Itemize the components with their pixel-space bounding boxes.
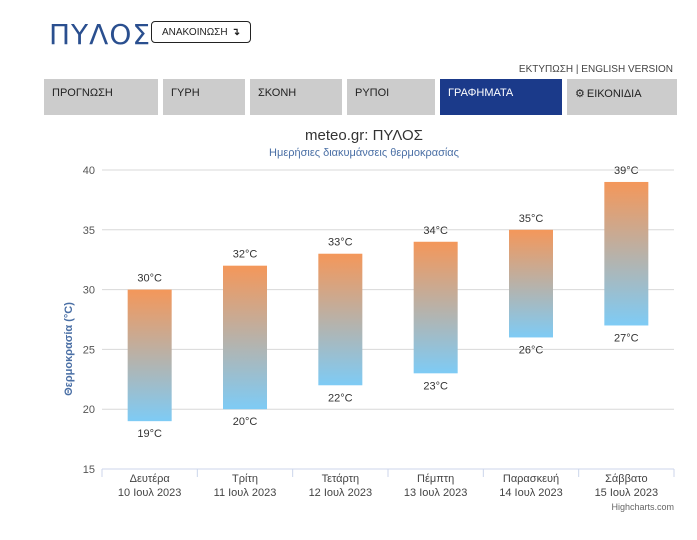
x-tick-day: Δευτέρα bbox=[130, 473, 171, 485]
top-links: ΕΚΤΥΠΩΣΗ | ENGLISH VERSION bbox=[519, 64, 673, 75]
x-tick-day: Σάββατο bbox=[605, 473, 647, 485]
y-tick-label: 25 bbox=[83, 344, 95, 356]
x-tick-date: 15 Ιουλ 2023 bbox=[595, 487, 659, 499]
x-tick-date: 14 Ιουλ 2023 bbox=[499, 487, 563, 499]
low-temp-label: 27°C bbox=[614, 332, 639, 344]
arrow-down-icon: ↴ bbox=[231, 27, 240, 38]
tab-label: ΓΡΑΦΗΜΑΤΑ bbox=[448, 87, 514, 99]
x-tick-date: 10 Ιουλ 2023 bbox=[118, 487, 182, 499]
page-title: ΠΥΛΟΣ bbox=[49, 18, 152, 51]
tab-forecast[interactable]: ΠΡΟΓΝΩΣΗ bbox=[44, 79, 158, 115]
tab-icons[interactable]: ⚙ ΕΙΚΟΝΙΔΙΑ bbox=[567, 79, 677, 115]
high-temp-label: 33°C bbox=[328, 237, 353, 249]
y-tick-label: 40 bbox=[83, 165, 95, 177]
x-tick-date: 11 Ιουλ 2023 bbox=[214, 487, 277, 499]
temperature-bar[interactable] bbox=[413, 241, 458, 374]
bars bbox=[127, 181, 649, 422]
low-temp-label: 19°C bbox=[137, 428, 162, 440]
chart-subtitle: Ημερήσιες διακυμάνσεις θερμοκρασίας bbox=[269, 147, 459, 159]
x-tick-date: 12 Ιουλ 2023 bbox=[309, 487, 373, 499]
y-tick-label: 15 bbox=[83, 464, 95, 476]
x-axis: Δευτέρα 10 Ιουλ 2023 Τρίτη 11 Ιουλ 2023 Τετά… bbox=[101, 469, 675, 499]
x-tick-day: Παρασκευή bbox=[503, 473, 559, 485]
x-tick-day: Τρίτη bbox=[232, 473, 258, 485]
tab-pollen[interactable]: ΓΥΡΗ bbox=[163, 79, 245, 115]
x-tick-day: Πέμπτη bbox=[417, 473, 454, 485]
tab-dust[interactable]: ΣΚΟΝΗ bbox=[250, 79, 342, 115]
gear-icon: ⚙ bbox=[575, 88, 585, 100]
english-version-link[interactable]: ENGLISH VERSION bbox=[581, 64, 673, 75]
temperature-bar[interactable] bbox=[318, 253, 363, 386]
y-tick-label: 35 bbox=[83, 225, 95, 237]
link-separator: | bbox=[575, 64, 579, 75]
tab-label: ΕΙΚΟΝΙΔΙΑ bbox=[586, 88, 642, 100]
tab-label: ΡΥΠΟΙ bbox=[355, 87, 390, 99]
high-temp-label: 39°C bbox=[614, 165, 639, 177]
temperature-bar[interactable] bbox=[223, 265, 267, 410]
y-axis-label: Θερμοκρασία (°C) bbox=[63, 302, 75, 396]
temperature-bar[interactable] bbox=[127, 289, 172, 422]
low-temp-label: 26°C bbox=[519, 344, 544, 356]
high-temp-label: 32°C bbox=[233, 249, 258, 261]
low-temp-label: 20°C bbox=[233, 416, 258, 428]
tab-pollutants[interactable]: ΡΥΠΟΙ bbox=[347, 79, 435, 115]
chart-title: meteo.gr: ΠΥΛΟΣ bbox=[305, 127, 423, 144]
tab-charts[interactable]: ΓΡΑΦΗΜΑΤΑ bbox=[440, 79, 562, 115]
announcement-button[interactable]: ΑΝΑΚΟΙΝΩΣΗ ↴ bbox=[151, 21, 251, 43]
y-tick-label: 20 bbox=[83, 404, 95, 416]
high-temp-label: 35°C bbox=[519, 213, 544, 225]
chart-container: meteo.gr: ΠΥΛΟΣ Ημερήσιες διακυμάνσεις θ… bbox=[0, 120, 697, 535]
tab-label: ΣΚΟΝΗ bbox=[258, 87, 297, 99]
temperature-chart: meteo.gr: ΠΥΛΟΣ Ημερήσιες διακυμάνσεις θ… bbox=[63, 127, 675, 512]
tab-label: ΠΡΟΓΝΩΣΗ bbox=[52, 87, 113, 99]
print-link[interactable]: ΕΚΤΥΠΩΣΗ bbox=[518, 64, 574, 75]
low-temp-label: 22°C bbox=[328, 392, 353, 404]
x-tick-date: 13 Ιουλ 2023 bbox=[404, 487, 468, 499]
temperature-bar[interactable] bbox=[604, 181, 649, 326]
high-temp-label: 30°C bbox=[137, 273, 162, 285]
high-temp-label: 34°C bbox=[423, 225, 448, 237]
credits-link[interactable]: Highcharts.com bbox=[611, 502, 674, 512]
announcement-label: ΑΝΑΚΟΙΝΩΣΗ bbox=[162, 27, 228, 38]
low-temp-label: 23°C bbox=[423, 380, 448, 392]
temperature-bar[interactable] bbox=[509, 229, 553, 338]
data-labels: 30°C 19°C 32°C 20°C 33°C 22°C 34°C 23°C 35°C 26°C… bbox=[137, 165, 638, 440]
y-tick-label: 30 bbox=[83, 285, 95, 297]
x-tick-day: Τετάρτη bbox=[322, 473, 360, 485]
tab-label: ΓΥΡΗ bbox=[171, 87, 200, 99]
